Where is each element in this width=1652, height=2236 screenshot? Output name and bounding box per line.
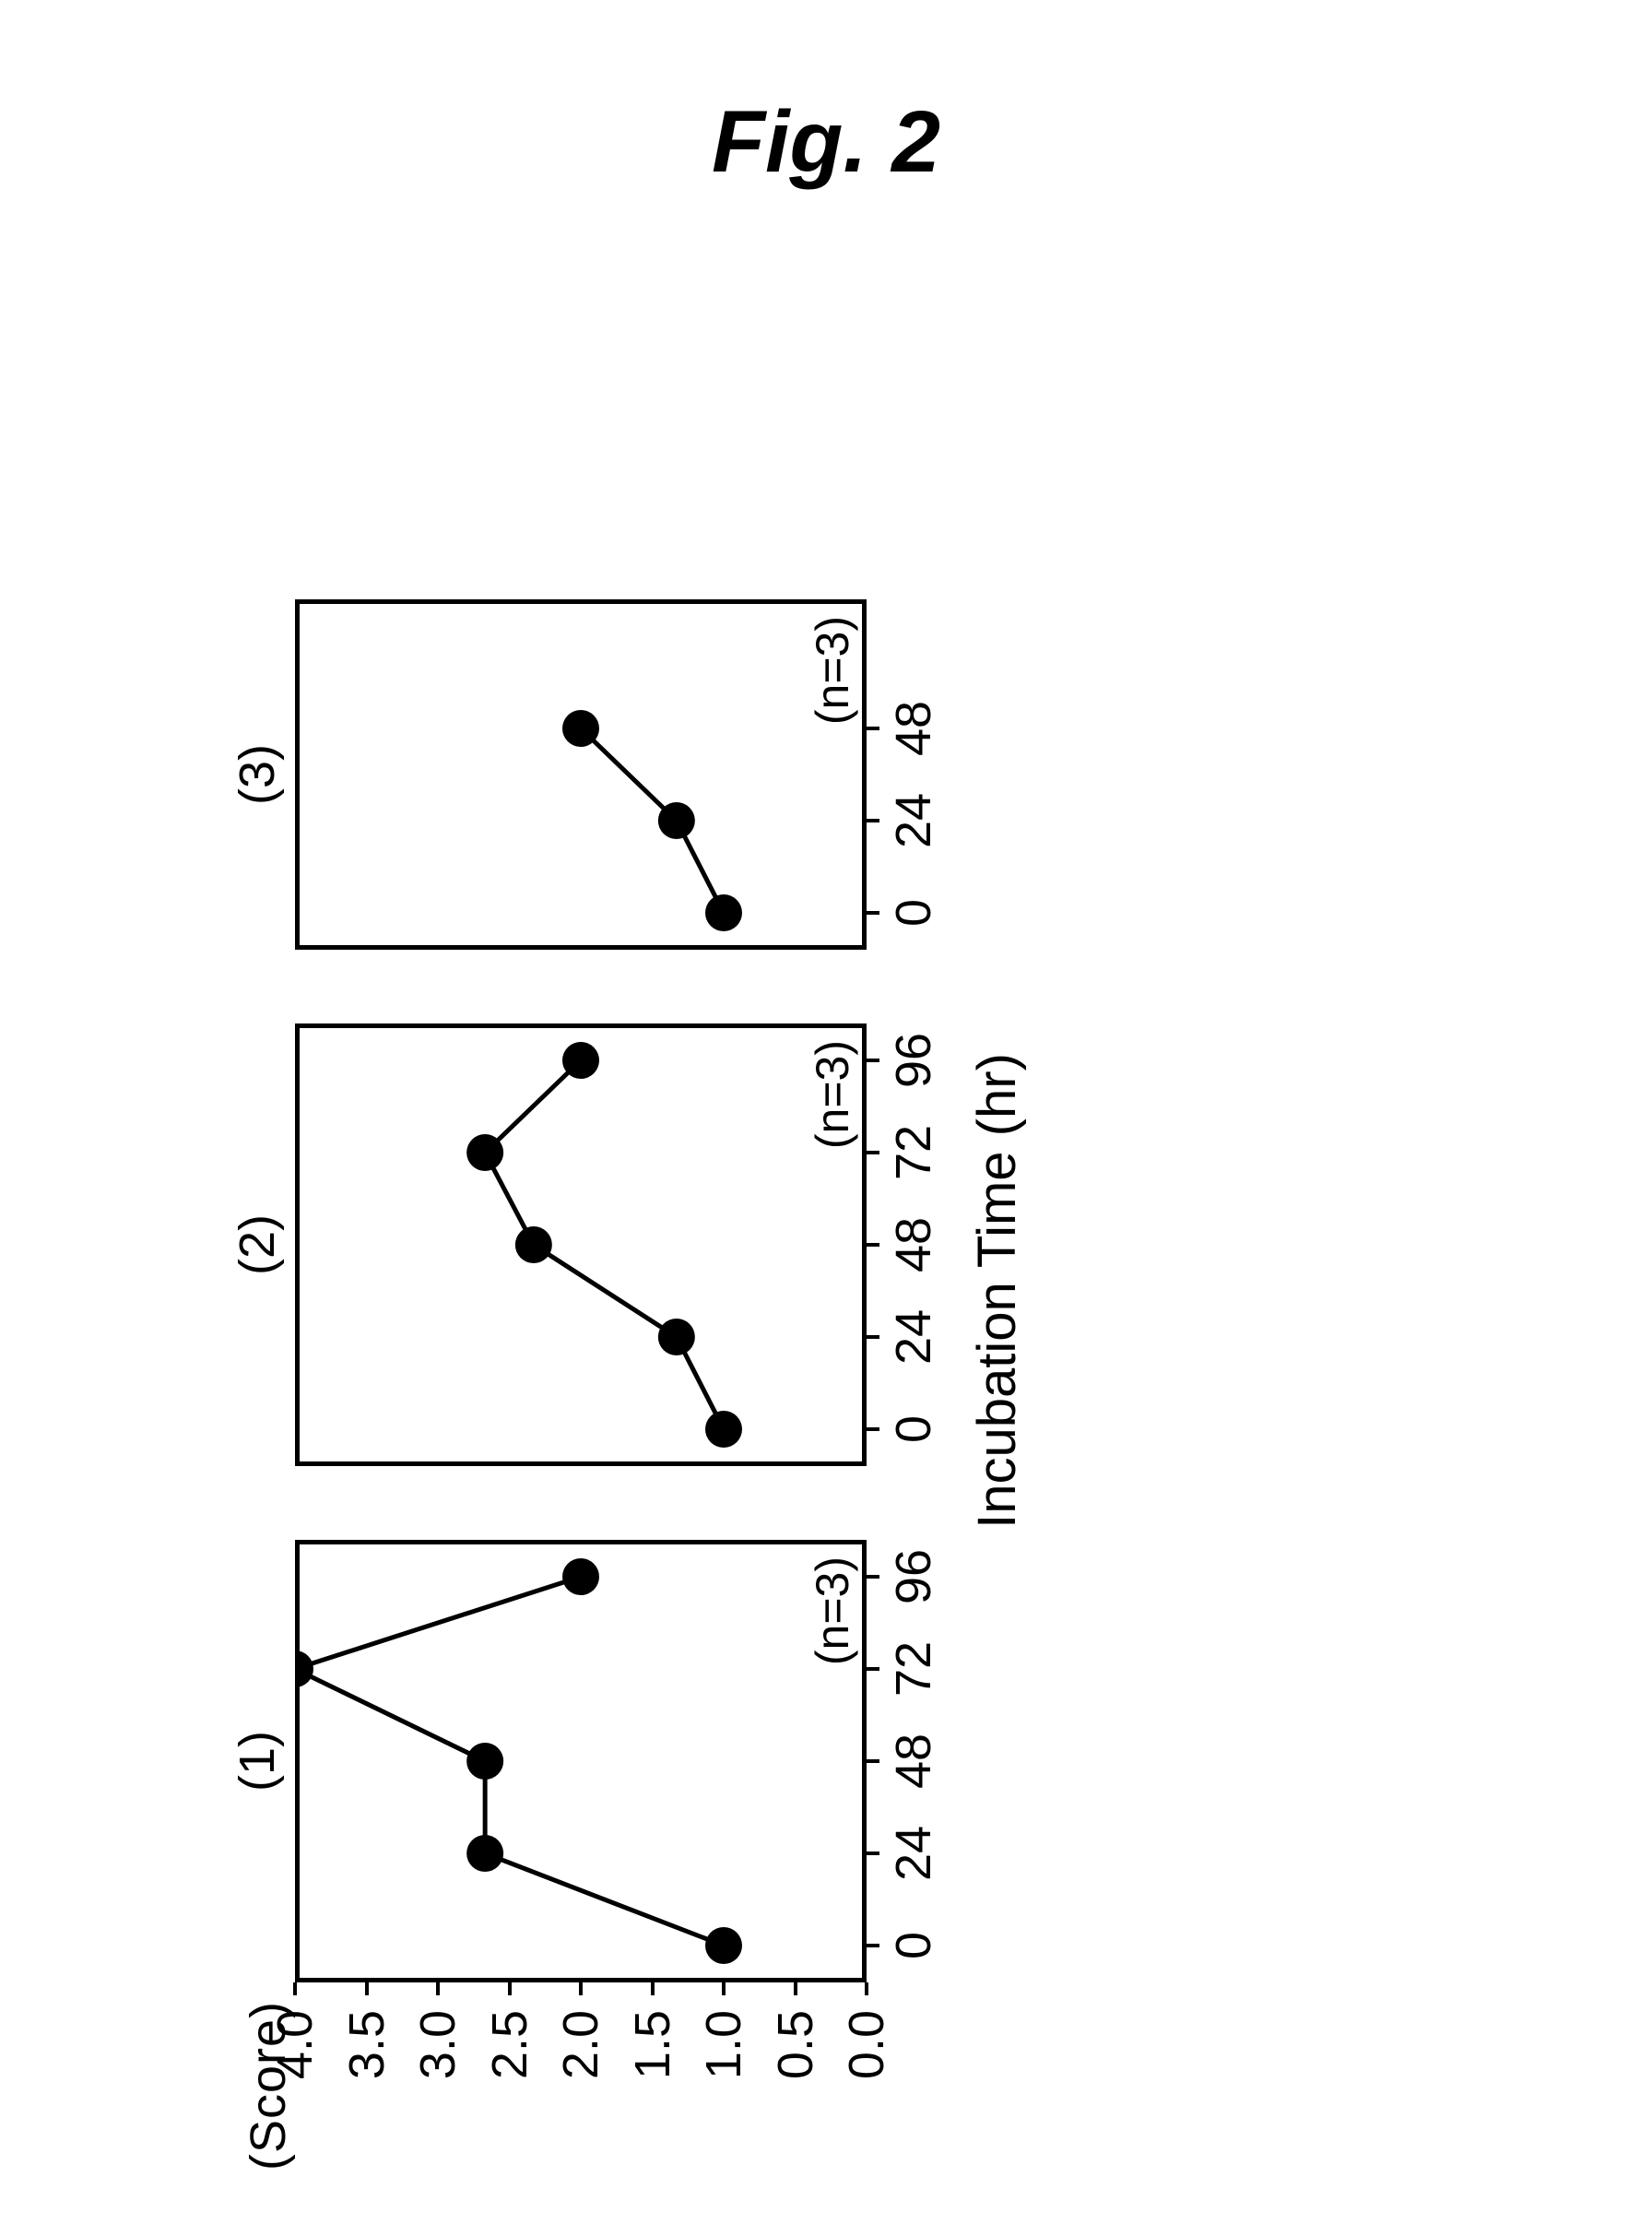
data-marker — [705, 1411, 742, 1448]
y-tick — [436, 1982, 440, 1995]
y-tick — [722, 1982, 726, 1995]
n-annotation: (n=3) — [806, 616, 859, 725]
x-tick-label: 96 — [885, 1033, 942, 1088]
data-marker — [658, 1319, 695, 1355]
panel: (2)024487296(n=3) — [295, 1023, 867, 1466]
data-marker — [562, 710, 599, 747]
x-tick-label: 48 — [885, 1733, 942, 1789]
y-tick — [794, 1982, 797, 1995]
x-tick-label: 24 — [885, 1826, 942, 1881]
x-tick-label: 96 — [885, 1549, 942, 1604]
x-tick — [867, 1759, 879, 1763]
n-annotation: (n=3) — [806, 1040, 859, 1149]
y-tick-label: 2.5 — [481, 2010, 538, 2079]
y-tick — [651, 1982, 655, 1995]
x-tick-label: 72 — [885, 1125, 942, 1180]
y-tick-label: 0.0 — [838, 2010, 895, 2079]
series-line — [581, 728, 724, 913]
x-tick — [867, 819, 879, 822]
data-marker — [466, 1743, 503, 1780]
x-tick — [867, 1335, 879, 1339]
data-marker — [515, 1226, 552, 1263]
x-tick-label: 72 — [885, 1641, 942, 1697]
data-marker — [466, 1835, 503, 1872]
data-marker — [705, 1927, 742, 1964]
x-tick — [867, 1852, 879, 1855]
x-tick-label: 0 — [885, 1415, 942, 1443]
n-annotation: (n=3) — [806, 1556, 859, 1665]
data-marker — [466, 1134, 503, 1171]
y-tick-label: 3.0 — [409, 2010, 466, 2079]
x-tick — [867, 1944, 879, 1947]
x-tick — [867, 1427, 879, 1431]
x-tick — [867, 1059, 879, 1062]
x-tick — [867, 1575, 879, 1579]
data-marker — [562, 1558, 599, 1595]
x-tick — [867, 1243, 879, 1247]
y-tick-label: 1.0 — [695, 2010, 752, 2079]
x-tick-label: 0 — [885, 899, 942, 927]
x-tick — [867, 1151, 879, 1154]
x-axis-label: Incubation Time (hr) — [966, 599, 1028, 1982]
y-tick — [293, 1982, 297, 1995]
x-tick-label: 24 — [885, 1309, 942, 1365]
panel-title: (1) — [229, 1540, 286, 1982]
x-tick-label: 0 — [885, 1932, 942, 1959]
data-marker — [705, 894, 742, 931]
y-tick-label: 3.5 — [338, 2010, 395, 2079]
panels-container: (Score)0.00.51.01.52.02.53.03.54.0(1)024… — [230, 332, 950, 2121]
panels-row: (Score)0.00.51.01.52.02.53.03.54.0(1)024… — [230, 332, 867, 2121]
y-tick-label: 2.0 — [552, 2010, 609, 2079]
panel-title: (3) — [229, 599, 286, 950]
y-tick — [579, 1982, 583, 1995]
y-tick — [508, 1982, 512, 1995]
page-root: Fig. 2 (Score)0.00.51.01.52.02.53.03.54.… — [0, 0, 1652, 2236]
data-marker — [658, 802, 695, 839]
data-marker — [562, 1042, 599, 1079]
x-tick — [867, 1667, 879, 1671]
y-tick — [365, 1982, 369, 1995]
x-tick — [867, 911, 879, 915]
panel-title: (2) — [229, 1023, 286, 1466]
y-tick-label: 1.5 — [624, 2010, 681, 2079]
series-line — [295, 1577, 724, 1946]
y-tick-label: 4.0 — [266, 2010, 324, 2079]
y-axis: (Score)0.00.51.01.52.02.53.03.54.0 — [295, 1982, 867, 2121]
y-tick-label: 0.5 — [767, 2010, 824, 2079]
figure-title: Fig. 2 — [0, 92, 1652, 193]
plot-svg — [295, 1540, 867, 1982]
x-tick-label: 48 — [885, 1217, 942, 1272]
x-tick-label: 48 — [885, 701, 942, 756]
y-tick — [865, 1982, 868, 1995]
plot-svg — [295, 599, 867, 950]
data-marker — [295, 1650, 313, 1687]
x-tick — [867, 727, 879, 730]
panel: (3)02448(n=3) — [295, 599, 867, 950]
plot-svg — [295, 1023, 867, 1466]
panel: (1)024487296(n=3) — [295, 1540, 867, 1982]
x-tick-label: 24 — [885, 793, 942, 848]
